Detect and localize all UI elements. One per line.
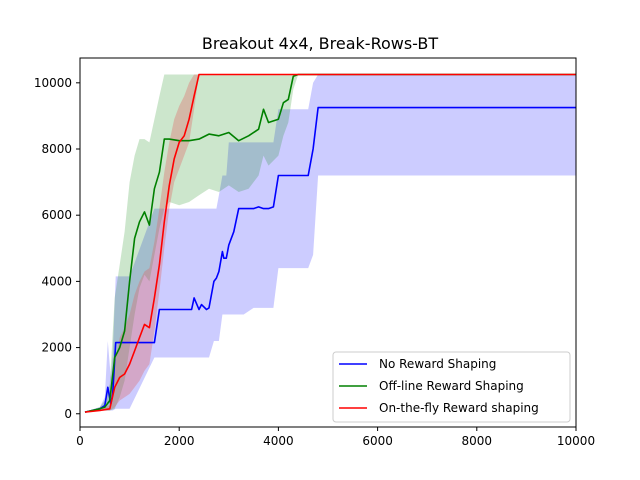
line-series-2 [84,73,576,413]
x-tick-label: 0 [76,434,84,448]
y-tick-label: 0 [64,407,72,421]
x-tick-label: 10000 [557,434,595,448]
y-tick-label: 2000 [41,341,72,355]
y-tick-label: 4000 [41,274,72,288]
x-tick-label: 8000 [462,434,493,448]
y-axis: 0 2000 4000 6000 8000 10000 [34,76,80,421]
y-tick-label: 6000 [41,208,72,222]
band-series-0 [85,74,576,413]
band-series-2 [85,74,576,413]
x-tick-label: 4000 [263,434,294,448]
x-tick-label: 6000 [362,434,393,448]
band-series-1 [85,74,576,413]
x-axis: 0 2000 4000 6000 8000 10000 [76,427,595,448]
x-tick-label: 2000 [164,434,195,448]
legend-label-1: Off-line Reward Shaping [379,379,524,393]
line-series-1 [84,73,576,413]
y-tick-label: 8000 [41,142,72,156]
legend: No Reward Shaping Off-line Reward Shaping… [332,351,571,423]
y-tick-label: 10000 [34,76,72,90]
chart-title: Breakout 4x4, Break-Rows-BT [202,34,439,53]
plot-frame [79,57,577,428]
series-lines [84,73,576,413]
legend-label-0: No Reward Shaping [379,357,496,371]
legend-label-2: On-the-fly Reward shaping [379,401,539,415]
confidence-bands [85,74,576,413]
legend-box [332,351,571,423]
